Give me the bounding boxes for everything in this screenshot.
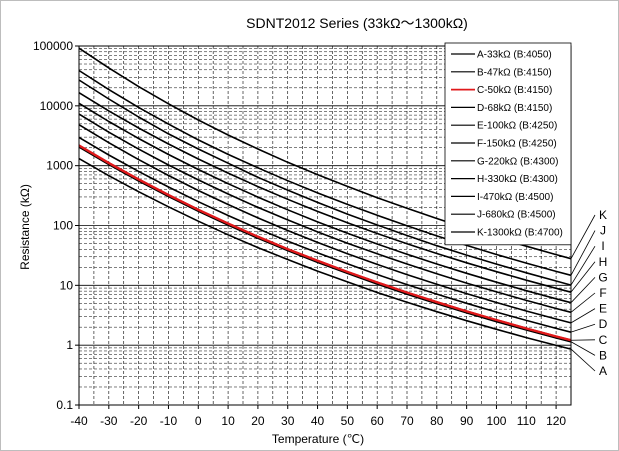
legend-entry: J-680kΩ (B:4500)	[477, 210, 556, 221]
axes: -40 -30 -20 -10 0 10 20 30 40 50 60 70 80 90 100 110 120…	[33, 39, 572, 428]
y-tick-label: 1000	[46, 159, 73, 173]
series-end-label: J	[600, 224, 606, 238]
x-tick-label: 30	[281, 414, 295, 428]
x-tick-label: -10	[160, 414, 178, 428]
legend-entry: A-33kΩ (B:4050)	[477, 50, 552, 61]
x-tick-label: 80	[430, 414, 444, 428]
x-tick-label: 110	[517, 414, 536, 428]
legend-entry: C-50kΩ (B:4150)	[477, 85, 552, 96]
legend-box	[444, 42, 572, 246]
y-tick-label: 1	[66, 338, 73, 352]
x-tick-label: -30	[100, 414, 118, 428]
legend-entry: B-47kΩ (B:4150)	[477, 67, 552, 78]
x-tick-label: 90	[460, 414, 474, 428]
legend-entry: D-68kΩ (B:4150)	[477, 103, 552, 114]
series-end-label: G	[598, 270, 607, 284]
leader-line	[570, 323, 596, 333]
series-line-g	[78, 102, 572, 304]
legend: A-33kΩ (B:4050) B-47kΩ (B:4150) C-50kΩ (B:…	[444, 42, 572, 246]
series-line-d	[78, 136, 572, 333]
legend-entry: F-150kΩ (B:4250)	[477, 139, 557, 150]
leader-line	[570, 292, 596, 313]
x-tick-label: 100	[486, 414, 506, 428]
x-tick-label: 40	[311, 414, 325, 428]
series-end-label: F	[599, 286, 606, 300]
series-line-c-highlight	[78, 144, 572, 342]
legend-entry: E-100kΩ (B:4250)	[477, 121, 557, 132]
y-tick-label: 100000	[33, 39, 73, 53]
y-tick-label: 10	[60, 278, 74, 292]
series-end-label: A	[599, 364, 607, 378]
series-end-label: K	[599, 208, 607, 222]
x-tick-label: -20	[130, 414, 148, 428]
x-tick-label: 10	[221, 414, 235, 428]
x-tick-label: 120	[546, 414, 566, 428]
legend-entry: H-330kΩ (B:4300)	[477, 174, 558, 185]
x-tick-label: 20	[251, 414, 265, 428]
series-end-label: E	[599, 302, 607, 316]
series-end-label: I	[601, 239, 604, 253]
series-line-f	[78, 113, 572, 314]
series-line-i	[78, 79, 572, 286]
x-tick-label: 50	[341, 414, 355, 428]
series-line-h	[78, 92, 572, 293]
legend-entry: I-470kΩ (B:4500)	[477, 192, 553, 203]
series-line-j	[78, 69, 572, 277]
series-end-label: B	[599, 348, 607, 362]
series-line-a	[78, 157, 572, 350]
x-tick-label: 0	[195, 414, 202, 428]
y-tick-label: 100	[53, 219, 73, 233]
legend-entry: G-220kΩ (B:4300)	[477, 156, 558, 167]
leader-line	[570, 261, 596, 293]
leader-line	[570, 341, 596, 356]
x-tick-label: -40	[70, 414, 88, 428]
leader-line	[570, 277, 596, 303]
y-axis-label: Resistance (kΩ)	[18, 184, 32, 270]
leader-line	[570, 230, 596, 276]
x-tick-label: 70	[400, 414, 414, 428]
series-line-b	[78, 146, 572, 343]
leader-line	[570, 214, 596, 259]
x-tick-label: 60	[371, 414, 385, 428]
y-tick-label: 0.1	[56, 398, 73, 412]
leader-line	[570, 348, 596, 372]
legend-entry: K-1300kΩ (B:4700)	[477, 228, 563, 239]
series-line-e	[78, 124, 572, 324]
series-end-label: C	[599, 333, 608, 347]
y-tick-label: 10000	[40, 99, 74, 113]
leader-line	[570, 245, 596, 286]
leader-line	[570, 308, 596, 324]
x-axis-label: Temperature (℃)	[272, 432, 364, 446]
series-end-label: H	[599, 255, 608, 269]
series-end-label: D	[599, 317, 608, 331]
chart-title: SDNT2012 Series (33kΩ～1300kΩ)	[246, 15, 468, 31]
